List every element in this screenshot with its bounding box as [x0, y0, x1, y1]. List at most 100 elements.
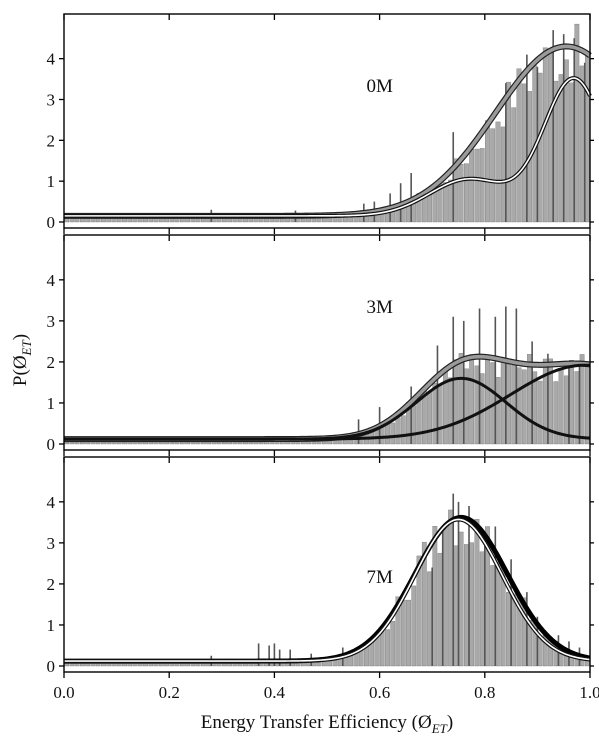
y-tick-label: 3	[47, 91, 56, 110]
y-tick-label: 1	[47, 616, 56, 635]
histogram-bar	[400, 599, 406, 667]
histogram-bar	[579, 65, 585, 223]
histogram-bar	[506, 81, 511, 223]
histogram-bar	[542, 47, 548, 223]
y-tick-label: 2	[47, 575, 56, 594]
histogram-bar	[427, 392, 432, 445]
x-tick-label: 0.4	[264, 683, 286, 702]
histogram-bar	[506, 592, 511, 667]
histogram-bar	[579, 354, 585, 445]
histogram-bar	[469, 149, 475, 223]
histogram-bar	[458, 353, 464, 445]
histogram-bar	[521, 83, 527, 223]
histogram-bar	[416, 555, 422, 667]
histogram-bar	[521, 369, 527, 445]
histogram-bar	[527, 354, 532, 445]
histogram-bar	[495, 121, 501, 223]
fit-curve-component	[64, 518, 591, 662]
histogram-bar	[448, 179, 453, 223]
panel-label: 0M	[366, 76, 393, 97]
histogram-bar	[516, 367, 522, 445]
histogram-bar	[553, 381, 559, 445]
y-tick-label: 4	[47, 493, 56, 512]
fit-curve-component	[64, 376, 591, 441]
histogram-bar	[395, 417, 401, 445]
histogram-bar	[395, 596, 401, 667]
histogram-bar	[448, 377, 453, 445]
histogram-bar	[432, 526, 438, 667]
histogram-bar	[411, 405, 417, 445]
histogram-bar	[558, 74, 564, 223]
histogram-bar	[485, 359, 490, 445]
histogram-bar	[474, 365, 480, 445]
histogram-bar	[437, 553, 443, 667]
y-tick-label: 3	[47, 534, 56, 553]
y-tick-label: 4	[47, 50, 56, 69]
histogram-bar	[569, 360, 574, 445]
histogram-bar	[469, 542, 475, 667]
y-tick-label: 1	[47, 172, 56, 191]
y-tick-label: 2	[47, 131, 56, 150]
histogram-bar	[390, 621, 396, 667]
histogram-bar	[469, 354, 475, 445]
histogram-bar	[548, 50, 553, 223]
panel-label: 3M	[366, 297, 393, 318]
fit-curve-component	[64, 77, 591, 217]
fit-curve-total	[64, 354, 591, 441]
x-tick-label: 0.8	[474, 683, 495, 702]
histogram-bar	[453, 545, 459, 667]
x-tick-label: 0.2	[159, 683, 180, 702]
y-tick-label: 0	[47, 213, 56, 232]
panel-frame	[63, 234, 591, 451]
histogram-bar	[474, 148, 480, 223]
fit-curve-total	[64, 44, 592, 218]
histogram-bar	[490, 128, 496, 223]
histogram-bar	[453, 359, 459, 445]
y-tick-label: 2	[47, 353, 56, 372]
fit-curve-component	[64, 363, 591, 441]
histogram-bar	[427, 571, 432, 667]
histogram-bar	[516, 68, 522, 223]
histogram-bar	[411, 585, 417, 667]
x-axis-title: Energy Transfer Efficiency (ØET)	[201, 712, 453, 736]
histogram-bar	[490, 565, 496, 667]
histogram-bar	[458, 164, 464, 223]
histogram-bar	[400, 415, 406, 445]
panel-frame	[63, 13, 591, 229]
fit-curve-total-border	[64, 353, 591, 443]
panel-label: 7M	[366, 567, 393, 588]
histogram-bar	[511, 365, 517, 445]
y-tick-label: 0	[47, 657, 56, 676]
histogram-bar	[584, 364, 590, 445]
y-tick-label: 4	[47, 271, 56, 290]
histogram-bar	[406, 599, 411, 667]
histogram-bar	[406, 205, 411, 223]
y-tick-label: 3	[47, 312, 56, 331]
histogram-bar	[479, 551, 485, 667]
histogram-bar	[437, 384, 443, 445]
fit-curve-total-border	[64, 43, 592, 219]
histogram-bar	[385, 629, 390, 667]
histogram-bar	[474, 519, 480, 667]
fit-curve-component-border	[64, 76, 592, 218]
histogram-bar	[390, 422, 396, 445]
histogram-bar	[537, 380, 543, 445]
x-tick-label: 0.6	[369, 683, 390, 702]
histogram-bar	[495, 377, 501, 445]
histogram-bar	[537, 72, 543, 223]
histogram-bar	[584, 52, 590, 223]
histogram-bar	[442, 526, 448, 667]
histogram-bar	[511, 593, 517, 667]
histogram-bar	[495, 562, 501, 667]
histogram-bar	[442, 182, 448, 223]
histogram-bar	[448, 509, 453, 667]
histogram-bar	[421, 197, 427, 223]
histogram-bar	[464, 544, 469, 667]
histogram-bar	[421, 541, 427, 667]
y-axis-title: P(ØET)	[10, 334, 34, 386]
x-tick-label: 0.0	[53, 683, 74, 702]
histogram-bar	[500, 126, 506, 223]
panel-frame	[63, 456, 591, 673]
histogram-bar	[464, 163, 469, 223]
histogram-bar	[542, 358, 548, 445]
